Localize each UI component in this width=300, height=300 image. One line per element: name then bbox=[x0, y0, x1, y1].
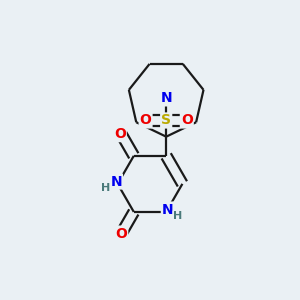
Text: H: H bbox=[101, 183, 110, 193]
Text: N: N bbox=[162, 202, 173, 217]
Text: O: O bbox=[114, 127, 126, 141]
Text: O: O bbox=[181, 113, 193, 128]
Text: N: N bbox=[160, 92, 172, 105]
Text: N: N bbox=[110, 175, 122, 188]
Text: O: O bbox=[116, 226, 127, 241]
Text: S: S bbox=[161, 113, 171, 128]
Text: H: H bbox=[173, 211, 183, 221]
Text: O: O bbox=[140, 113, 152, 128]
